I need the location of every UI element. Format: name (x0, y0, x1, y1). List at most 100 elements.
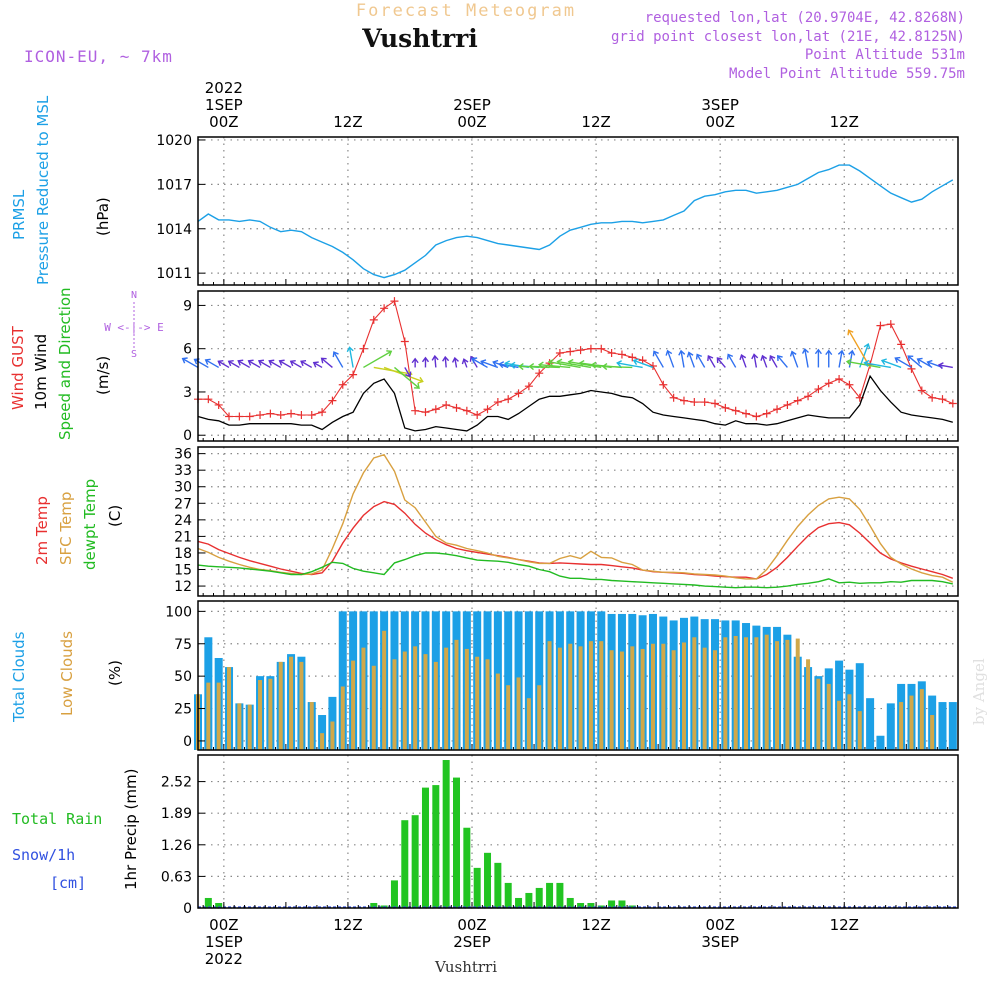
wind-arrow-head (268, 359, 275, 366)
wind-arrow (313, 362, 323, 369)
wind-arrow-head (601, 362, 608, 371)
precip-bar (401, 820, 409, 908)
temp-tick-label: 18 (174, 546, 192, 562)
temp-tick-label: 15 (174, 563, 192, 579)
point-altitude: Point Altitude 531m (805, 47, 965, 63)
wind-arrow (454, 357, 458, 368)
wind-tick-label: 0 (183, 428, 192, 444)
total-cloud-bar (886, 703, 895, 750)
wind-arrow (881, 359, 902, 369)
wind-tick-label: 9 (183, 298, 192, 314)
wind-arrow (333, 351, 344, 368)
wind-arrow (907, 355, 923, 368)
wind-gust-marker (928, 393, 937, 402)
precip-bar (597, 905, 605, 908)
low-cloud-bar (692, 637, 697, 750)
low-cloud-bar (258, 680, 263, 750)
wind-arrow (394, 366, 420, 389)
wind-gust-marker (586, 344, 595, 353)
low-cloud-bar (557, 647, 562, 750)
pressure-tick-label: 1020 (156, 133, 192, 149)
wind-arrow-head (509, 361, 516, 369)
wind-gust-marker (711, 399, 720, 408)
wind-arrow-head (578, 359, 585, 367)
wind-arrow-head (332, 351, 339, 358)
wind-arrow-head (227, 359, 234, 367)
wind-gust-marker (731, 406, 740, 415)
wind-gust-marker (659, 380, 668, 389)
wind-arrow-head (801, 347, 809, 354)
wind-arrow-head (289, 359, 296, 367)
wind-arrow (653, 350, 664, 368)
precip-frame (197, 754, 959, 909)
wind-arrow (617, 362, 643, 369)
wind-gust-line (198, 300, 954, 418)
low-cloud-bar (495, 673, 500, 750)
bottom-time-label: 12Z (581, 916, 610, 934)
wind-arrow (838, 350, 843, 368)
wind-gust-marker (400, 337, 409, 346)
wind-gust-marker (824, 379, 833, 388)
precip-bar (504, 882, 512, 908)
wind-arrow-head (907, 355, 914, 362)
temp-dewpt-label: dewpt Temp (81, 479, 99, 570)
wind-arrow-head (320, 357, 327, 364)
wind-arrow-head (894, 356, 901, 364)
low-cloud-bar (681, 642, 686, 750)
low-cloud-bar (661, 643, 666, 750)
low-cloud-bar (754, 637, 759, 750)
total-cloud-bar (524, 611, 533, 750)
wind-gust-marker (876, 321, 885, 330)
wind-arrow (529, 365, 560, 369)
wind-arrow-head (926, 359, 933, 367)
wind-gust-marker (669, 393, 678, 402)
top-time-label: 1SEP (205, 96, 243, 114)
wind-gust-marker (690, 398, 699, 407)
top-time-label: 00Z (705, 113, 734, 131)
wind-arrow-head (312, 361, 319, 368)
pressure-line (197, 164, 954, 279)
wind-arrow-head (538, 361, 544, 369)
wind-arrow (727, 354, 737, 368)
low-cloud-bar (640, 648, 645, 750)
requested-coords: requested lon,lat (20.9704E, 42.8268N) (645, 10, 965, 26)
wind-arrow-head (707, 355, 714, 362)
top-time-label: 00Z (457, 113, 486, 131)
wind-arrow (248, 360, 261, 369)
temp-2m-line (197, 500, 954, 580)
total-cloud-bar (504, 611, 513, 750)
wind-arrow (348, 347, 354, 368)
total-cloud-bar (938, 702, 947, 750)
wind-gust-marker (462, 406, 471, 415)
wind-arrow-head (848, 349, 856, 356)
low-cloud-bar (227, 667, 232, 750)
wind-gust-marker (287, 409, 296, 418)
wind-arrow-head (716, 357, 723, 364)
temp-2m-label: 2m Temp (33, 496, 51, 565)
precip-bar (494, 862, 502, 908)
wind-arrow-head (204, 358, 211, 365)
low-cloud-bar (289, 656, 294, 750)
wind-arrow (633, 359, 654, 369)
low-cloud-bar (506, 685, 511, 750)
wind-arrow-head (863, 359, 870, 367)
wind-gust-marker (597, 344, 606, 353)
clouds-tick-label: 25 (174, 702, 192, 718)
wind-arrow-head (300, 359, 307, 367)
low-cloud-bar (930, 715, 935, 750)
low-cloud-bar (806, 659, 811, 750)
wind-arrow (434, 356, 437, 368)
temp-tick-label: 33 (174, 463, 192, 479)
precip-bar (515, 897, 523, 908)
model-altitude: Model Point Altitude 559.75m (729, 66, 965, 82)
low-cloud-bar (278, 661, 283, 750)
wind-arrow-head (442, 355, 450, 362)
grid-point-coords: grid point closest lon,lat (21E, 42.8125… (611, 29, 965, 45)
wind-gust-marker (390, 297, 399, 306)
low-cloud-bar (713, 650, 718, 750)
wind-arrow-head (916, 357, 923, 364)
wind-gust-marker (442, 400, 451, 409)
wind-tick-label: 3 (183, 385, 192, 401)
wind-arrow-head (461, 358, 469, 365)
